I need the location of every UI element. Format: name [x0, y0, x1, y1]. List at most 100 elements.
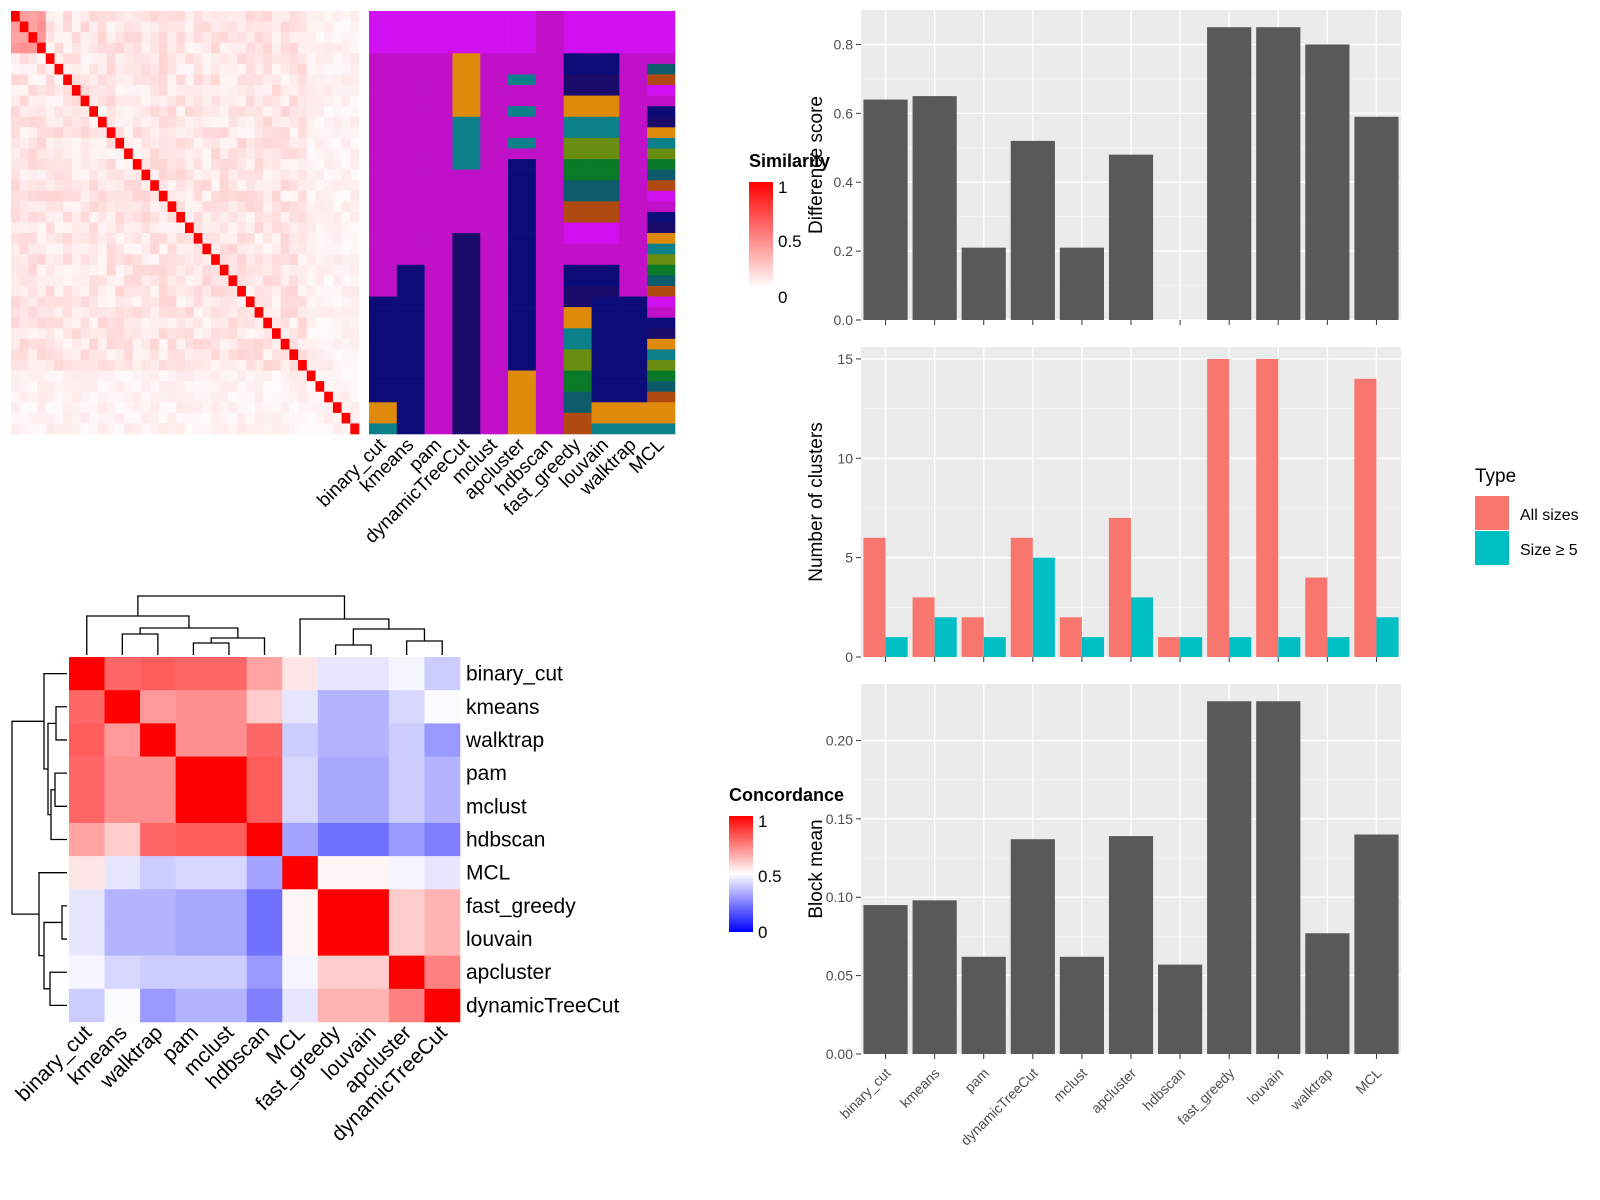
- similarity-cell: [106, 85, 116, 96]
- similarity-cell: [272, 106, 281, 118]
- similarity-cell: [141, 106, 151, 118]
- similarity-cell: [37, 254, 47, 266]
- partition-cell: [535, 11, 565, 22]
- similarity-cell: [71, 370, 81, 382]
- partition-cell: [480, 254, 509, 266]
- similarity-cell: [132, 32, 142, 44]
- concordance-cell: [69, 822, 105, 857]
- similarity-cell: [245, 63, 255, 75]
- partition-cell: [619, 381, 648, 392]
- similarity-cell: [98, 159, 107, 170]
- similarity-cell: [28, 95, 38, 107]
- similarity-cell: [272, 53, 281, 65]
- partition-cell: [619, 63, 648, 75]
- similarity-cell: [315, 296, 325, 308]
- partition-cell: [563, 370, 592, 382]
- similarity-cell: [193, 95, 203, 107]
- bar: [1327, 637, 1350, 657]
- bar: [1108, 836, 1154, 1054]
- similarity-cell: [132, 391, 142, 403]
- similarity-cell: [185, 391, 194, 403]
- partition-cell: [424, 180, 453, 192]
- similarity-cell: [28, 349, 38, 361]
- similarity-cell: [193, 74, 203, 86]
- similarity-cell: [80, 180, 90, 192]
- similarity-cell: [237, 190, 247, 202]
- partition-cell: [647, 243, 676, 255]
- x-tick-label: louvain: [1244, 1065, 1287, 1108]
- similarity-cell: [315, 317, 325, 329]
- partition-cell: [619, 85, 648, 96]
- partition-cell: [563, 423, 592, 435]
- similarity-cell: [150, 169, 160, 181]
- similarity-cell: [63, 211, 73, 223]
- similarity-cell: [298, 85, 308, 96]
- similarity-cell: [11, 53, 20, 65]
- partition-cell: [369, 201, 398, 213]
- similarity-cell: [11, 328, 20, 340]
- similarity-cell: [324, 190, 334, 202]
- similarity-cell: [115, 169, 125, 181]
- similarity-cell: [45, 328, 55, 340]
- partition-cell: [480, 243, 509, 255]
- similarity-cell: [263, 74, 273, 86]
- similarity-cell: [28, 275, 38, 287]
- dendrogram-branch: [137, 595, 346, 619]
- similarity-cell: [298, 359, 308, 371]
- partition-cell: [647, 381, 676, 392]
- partition-cell: [369, 243, 398, 255]
- similarity-cell: [115, 233, 125, 244]
- similarity-cell: [89, 328, 99, 340]
- similarity-cell: [167, 11, 177, 22]
- similarity-cell: [141, 285, 151, 297]
- similarity-cell: [280, 317, 290, 329]
- similarity-cell: [132, 74, 142, 86]
- partition-cell: [424, 95, 453, 107]
- similarity-cell: [211, 42, 221, 54]
- similarity-cell: [45, 243, 55, 255]
- similarity-cell: [280, 359, 290, 371]
- similarity-cell: [45, 180, 55, 192]
- similarity-cell: [332, 285, 342, 297]
- similarity-cell: [315, 180, 325, 192]
- partition-cell: [424, 169, 453, 181]
- similarity-cell: [306, 137, 316, 149]
- similarity-cell: [315, 95, 325, 107]
- similarity-cell: [254, 32, 264, 44]
- similarity-cell: [315, 190, 325, 202]
- similarity-cell: [202, 42, 212, 54]
- similarity-cell: [141, 328, 151, 340]
- concordance-cell: [104, 756, 141, 791]
- concordance-cell: [140, 922, 176, 956]
- similarity-cell: [289, 85, 299, 96]
- similarity-cell: [280, 137, 290, 149]
- similarity-cell: [63, 285, 73, 297]
- similarity-cell: [37, 201, 47, 213]
- partition-cell: [591, 21, 620, 33]
- similarity-cell: [132, 127, 142, 139]
- similarity-cell: [71, 74, 81, 86]
- similarity-cell: [80, 349, 90, 361]
- partition-cell: [396, 381, 425, 392]
- similarity-cell: [228, 359, 238, 371]
- similarity-cell: [245, 127, 255, 139]
- similarity-cell: [106, 190, 116, 202]
- similarity-cell: [158, 349, 168, 361]
- similarity-cell: [228, 106, 238, 118]
- similarity-cell: [272, 412, 281, 424]
- similarity-cell: [37, 264, 47, 276]
- similarity-cell: [141, 233, 151, 244]
- similarity-cell: [350, 423, 360, 435]
- concordance-cell: [104, 789, 141, 824]
- partition-cell: [452, 349, 481, 361]
- concordance-cell: [246, 988, 283, 1023]
- concordance-cell: [140, 822, 176, 857]
- similarity-cell: [228, 211, 238, 223]
- similarity-cell: [132, 381, 142, 392]
- partition-cell: [480, 63, 509, 75]
- similarity-cell: [289, 275, 299, 287]
- concordance-cell: [175, 822, 212, 857]
- similarity-cell: [228, 222, 238, 234]
- partition-cell: [396, 243, 425, 255]
- similarity-cell: [19, 201, 29, 213]
